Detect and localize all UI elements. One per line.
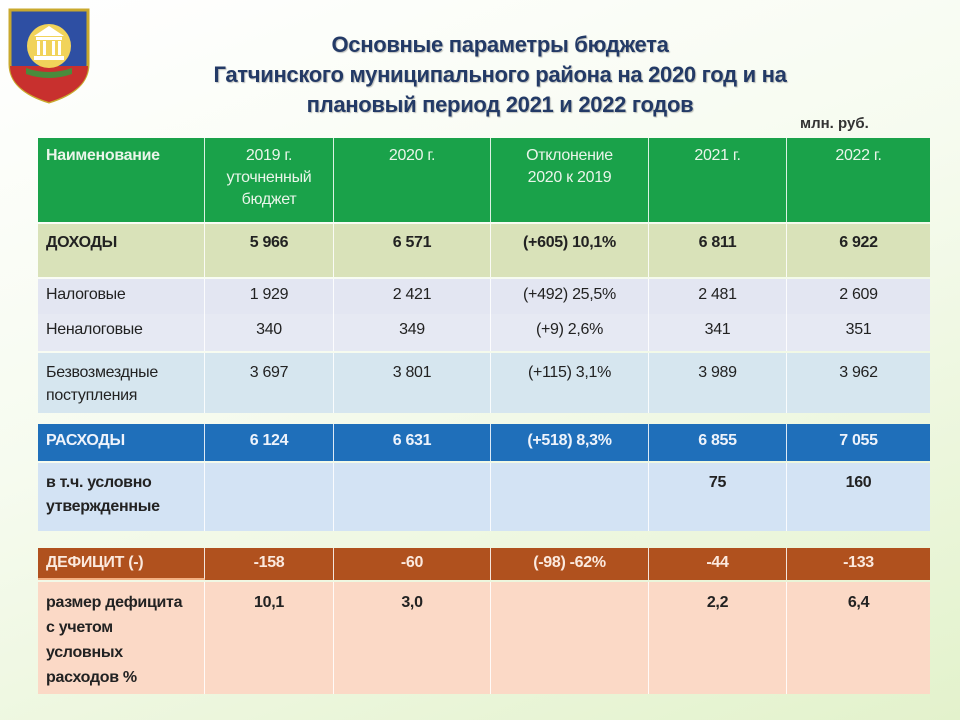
cell-deviation: (+9) 2,6%	[491, 314, 649, 351]
page-title: Основные параметры бюджета Гатчинского м…	[150, 30, 850, 120]
header-2022: 2022 г.	[835, 147, 882, 164]
cell-2020: 6 631	[334, 424, 491, 461]
header-deviation: Отклонение 2020 к 2019	[491, 138, 649, 222]
cell-deviation: (+115) 3,1%	[491, 353, 649, 413]
cell-2021: 2,2	[649, 582, 787, 694]
cell-2020: -60	[334, 548, 491, 580]
cell-2021: 75	[649, 463, 787, 531]
table-row-grants: Безвозмездные поступления 3 697 3 801 (+…	[38, 353, 930, 413]
title-line-2: Гатчинского муниципального района на 202…	[213, 62, 787, 87]
cell-2022: 6 922	[839, 234, 878, 251]
cell-2019: 340	[205, 314, 334, 351]
row-label: размер дефицита с учетом условных расход…	[38, 582, 205, 694]
header-2020: 2020 г.	[334, 138, 491, 222]
table-row-nontax: Неналоговые 340 349 (+9) 2,6% 341 351	[38, 314, 930, 351]
cell-2022: 351	[845, 321, 872, 338]
cell-2019: 6 124	[205, 424, 334, 461]
row-label: в т.ч. условно утвержденные	[38, 463, 205, 531]
cell-2022: 7 055	[839, 432, 878, 449]
cell-deviation	[491, 582, 649, 694]
cell-2020: 6 571	[334, 224, 491, 277]
cell-2022: 6,4	[847, 594, 870, 611]
cell-2022: 3 962	[839, 364, 878, 381]
table-row-income: ДОХОДЫ 5 966 6 571 (+605) 10,1% 6 811 6 …	[38, 224, 930, 277]
cell-2022: 2 609	[839, 286, 878, 303]
cell-2021: -44	[649, 548, 787, 580]
cell-2019: 5 966	[205, 224, 334, 277]
cell-2020: 2 421	[334, 279, 491, 314]
table-row-expenses: РАСХОДЫ 6 124 6 631 (+518) 8,3% 6 855 7 …	[38, 424, 930, 461]
table-row-deficit-percent: размер дефицита с учетом условных расход…	[38, 582, 930, 694]
cell-2020: 3,0	[334, 582, 491, 694]
table-row-tax: Налоговые 1 929 2 421 (+492) 25,5% 2 481…	[38, 279, 930, 314]
title-line-1: Основные параметры бюджета	[331, 32, 669, 57]
cell-2022: 160	[845, 474, 872, 491]
cell-2021: 6 855	[649, 424, 787, 461]
header-2019: 2019 г. уточненный бюджет	[205, 138, 334, 222]
cell-2019	[205, 463, 334, 531]
coat-of-arms-logo	[8, 8, 90, 104]
cell-deviation: (+492) 25,5%	[491, 279, 649, 314]
header-name: Наименование	[38, 138, 205, 222]
cell-deviation	[491, 463, 649, 531]
cell-2019: 3 697	[205, 353, 334, 413]
cell-2019: 10,1	[205, 582, 334, 694]
cell-deviation: (+518) 8,3%	[491, 424, 649, 461]
cell-deviation: (-98) -62%	[491, 548, 649, 580]
cell-2021: 6 811	[649, 224, 787, 277]
row-label: ДЕФИЦИТ (-)	[38, 548, 205, 580]
cell-2019: 1 929	[205, 279, 334, 314]
cell-2021: 3 989	[649, 353, 787, 413]
row-label: Налоговые	[38, 279, 205, 314]
table-row-deficit: ДЕФИЦИТ (-) -158 -60 (-98) -62% -44 -133	[38, 548, 930, 580]
units-label: млн. руб.	[800, 115, 869, 132]
cell-2019: -158	[205, 548, 334, 580]
cell-2022: -133	[843, 554, 874, 571]
table-row-conditional: в т.ч. условно утвержденные 75 160	[38, 463, 930, 531]
cell-2020	[334, 463, 491, 531]
row-label: Неналоговые	[38, 314, 205, 351]
cell-2020: 3 801	[334, 353, 491, 413]
cell-deviation: (+605) 10,1%	[491, 224, 649, 277]
row-label: ДОХОДЫ	[38, 224, 205, 277]
cell-2021: 2 481	[649, 279, 787, 314]
table-header: Наименование 2019 г. уточненный бюджет 2…	[38, 138, 930, 222]
cell-2020: 349	[334, 314, 491, 351]
header-2021: 2021 г.	[649, 138, 787, 222]
title-line-3: плановый период 2021 и 2022 годов	[306, 92, 694, 117]
row-label: РАСХОДЫ	[38, 424, 205, 461]
row-label: Безвозмездные поступления	[38, 353, 205, 413]
cell-2021: 341	[649, 314, 787, 351]
